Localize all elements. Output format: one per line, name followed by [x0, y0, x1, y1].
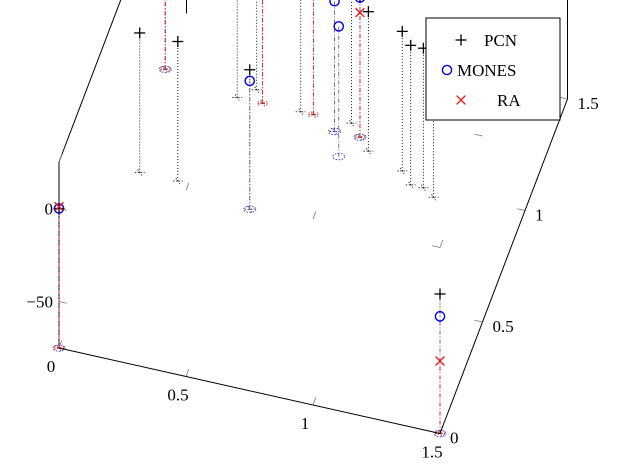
legend-marker-mones	[441, 64, 453, 76]
marker-mones	[244, 75, 256, 87]
x-axis-line	[58, 347, 441, 434]
floor-marker-mones	[328, 127, 342, 136]
floor-marker-pcn	[418, 184, 429, 191]
legend-symbol-ra	[456, 95, 466, 105]
y-tick-mark	[517, 208, 526, 211]
y-tick-label: 1.5	[578, 94, 599, 113]
x-tick-label: 0.5	[167, 386, 188, 405]
x-tick-label: 1	[301, 414, 310, 433]
floor-marker-pcn	[172, 177, 183, 185]
y-tick-mark	[474, 319, 483, 323]
legend-item-pcn: PCN	[455, 31, 517, 50]
x-tick-mark-top	[439, 239, 444, 248]
marker-pcn	[362, 6, 374, 18]
y-tick-label: 0	[450, 429, 459, 448]
x-tick-label: 0	[47, 357, 56, 376]
floor-marker-pcn	[134, 169, 145, 176]
marker-pcn	[434, 288, 446, 300]
x-tick-mark	[312, 397, 317, 406]
stem-lines	[52, 0, 447, 438]
marker-mones	[355, 0, 365, 3]
legend-item-mones: MONES	[441, 61, 517, 80]
marker-pcn	[244, 64, 256, 76]
x-tick-mark-top	[58, 154, 63, 163]
x-tick-mark-top	[185, 182, 190, 191]
marker-pcn	[172, 36, 184, 47]
floor-marker-pcn	[428, 193, 439, 201]
floor-marker-pcn	[295, 108, 306, 116]
y-tick-mark-top	[474, 133, 483, 137]
legend-symbol-pcn	[455, 34, 467, 46]
floor-marker-pcn	[251, 86, 262, 94]
legend-symbol-mones	[441, 64, 453, 76]
legend-marker-ra	[456, 95, 466, 105]
y-tick-label: 0.5	[493, 317, 514, 336]
axis-edge	[58, 0, 122, 163]
legend-item-ra: RA	[456, 91, 521, 110]
marker-pcn	[359, 0, 361, 4]
y-tick-label: 1	[535, 206, 544, 225]
legend-label-pcn: PCN	[484, 31, 517, 50]
marker-ra	[355, 7, 365, 18]
legend-box	[425, 17, 561, 121]
legend-label-mones: MONES	[457, 61, 517, 80]
z-tick-label: −50	[26, 293, 53, 312]
x-tick-mark	[58, 340, 63, 349]
marker-mones	[329, 0, 340, 7]
y-axis-line	[439, 98, 568, 434]
floor-marker-pcn	[232, 94, 243, 101]
marker-mones	[434, 311, 446, 322]
x-tick-mark	[185, 368, 190, 377]
marker-ra	[435, 356, 445, 366]
floor-marker-pcn	[405, 181, 416, 189]
legend: PCN MONES RA	[425, 17, 561, 121]
floor-marker-pcn	[346, 119, 357, 127]
marker-pcn	[405, 39, 417, 51]
marker-pcn	[53, 203, 65, 214]
data-markers	[53, 0, 446, 366]
marker-mones	[333, 21, 345, 32]
z-tick-label: 0	[45, 200, 54, 219]
x-tick-mark-top	[312, 211, 317, 220]
marker-pcn	[396, 25, 408, 37]
marker-mones	[53, 203, 65, 214]
y-tick-mark	[559, 96, 568, 100]
floor-marker-mones	[243, 205, 257, 213]
z-tick-mark	[58, 301, 67, 304]
marker-pcn	[134, 27, 146, 39]
y-tick-mark-top	[432, 245, 441, 248]
legend-marker-pcn	[455, 34, 467, 46]
floor-marker-pcn	[397, 167, 408, 175]
legend-label-ra: RA	[497, 91, 521, 110]
marker-ra	[54, 201, 64, 212]
x-tick-label: 1.5	[421, 443, 442, 462]
tick-labels: 0 0.5 1 1.5 0 0.5 1 1.5 −50 0	[26, 94, 598, 462]
axis-box-front	[58, 98, 568, 434]
floor-marker-mones	[332, 152, 346, 161]
floor-marker-pcn	[363, 147, 374, 155]
